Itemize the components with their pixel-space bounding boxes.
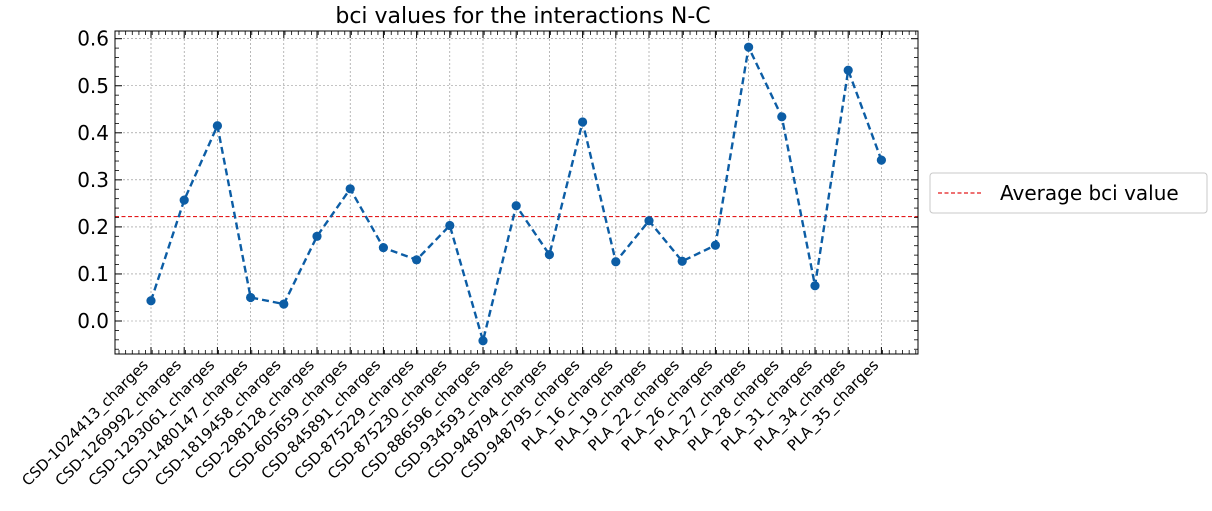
y-tick-label: 0.0: [77, 309, 109, 333]
y-tick-label: 0.5: [77, 74, 109, 98]
x-tick-labels: CSD-1024413_chargesCSD-1269992_chargesCS…: [18, 356, 883, 490]
minor-ticks: [115, 31, 918, 354]
data-point: [544, 250, 555, 260]
series: [146, 42, 887, 346]
data-point: [876, 155, 887, 165]
data-point: [279, 299, 289, 309]
data-point: [246, 292, 256, 303]
data-point: [445, 220, 455, 231]
data-point: [511, 201, 521, 211]
data-point: [644, 216, 654, 226]
data-point: [345, 184, 355, 194]
y-tick-label: 0.4: [77, 121, 109, 145]
y-tick-label: 0.3: [77, 168, 109, 192]
major-ticks: [115, 31, 918, 354]
data-point: [810, 281, 820, 291]
data-point: [378, 243, 388, 253]
data-point: [478, 336, 488, 346]
y-tick-label: 0.1: [77, 262, 109, 286]
chart-title: bci values for the interactions N-C: [335, 4, 710, 29]
data-point: [744, 42, 754, 52]
legend-frame: [929, 172, 1208, 214]
data-point: [412, 255, 422, 265]
plot-frame: [114, 30, 919, 355]
legend: Average bci value: [929, 172, 1208, 214]
data-point: [777, 112, 787, 122]
legend-label: Average bci value: [1000, 181, 1179, 205]
data-point: [179, 195, 189, 205]
data-point: [578, 117, 588, 127]
y-tick-labels: 0.0 0.1 0.2 0.3 0.4 0.5 0.6: [77, 27, 109, 333]
data-point: [710, 240, 721, 250]
data-point: [312, 231, 322, 241]
y-tick-label: 0.6: [77, 27, 109, 51]
data-point: [611, 257, 621, 267]
data-point: [677, 256, 687, 266]
data-point: [146, 296, 156, 306]
data-point: [212, 121, 222, 131]
data-point: [843, 65, 853, 75]
y-tick-label: 0.2: [77, 215, 109, 239]
